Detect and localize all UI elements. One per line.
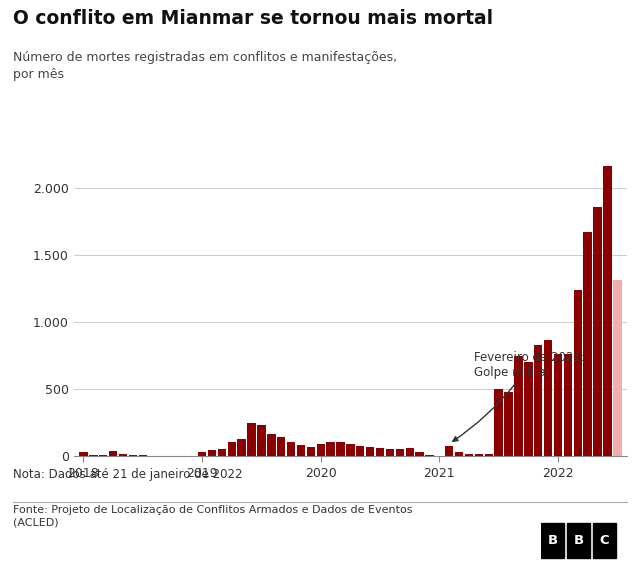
Bar bbox=[228, 442, 236, 456]
Bar bbox=[376, 448, 384, 456]
Text: B: B bbox=[547, 534, 557, 547]
Bar bbox=[573, 290, 582, 456]
Bar bbox=[237, 439, 246, 456]
Bar bbox=[524, 362, 532, 456]
Bar bbox=[247, 423, 256, 456]
Bar bbox=[277, 437, 285, 456]
Bar bbox=[564, 354, 572, 456]
Bar bbox=[554, 354, 562, 456]
Bar bbox=[484, 454, 493, 456]
Text: B: B bbox=[573, 534, 584, 547]
Bar bbox=[79, 452, 88, 456]
Bar bbox=[534, 345, 543, 456]
Bar bbox=[396, 449, 404, 456]
Bar bbox=[415, 452, 424, 456]
Bar bbox=[267, 434, 275, 456]
Bar bbox=[109, 451, 117, 456]
Bar bbox=[475, 454, 483, 456]
Bar bbox=[604, 166, 612, 456]
Bar bbox=[326, 442, 335, 456]
Bar bbox=[297, 445, 305, 456]
Bar bbox=[455, 452, 463, 456]
Bar bbox=[139, 455, 147, 456]
Bar bbox=[129, 455, 137, 456]
Text: Fonte: Projeto de Localização de Conflitos Armados e Dados de Eventos
(ACLED): Fonte: Projeto de Localização de Conflit… bbox=[13, 505, 412, 528]
Bar bbox=[336, 442, 345, 456]
Bar bbox=[198, 452, 206, 456]
Bar bbox=[504, 392, 513, 456]
Bar bbox=[426, 455, 434, 456]
Bar bbox=[307, 447, 315, 456]
FancyBboxPatch shape bbox=[541, 523, 564, 558]
Bar bbox=[613, 281, 621, 456]
Bar bbox=[495, 390, 503, 456]
FancyBboxPatch shape bbox=[593, 523, 616, 558]
Bar bbox=[257, 425, 266, 456]
Bar bbox=[584, 232, 592, 456]
Text: Fevereiro de 2021:
Golpe militar: Fevereiro de 2021: Golpe militar bbox=[453, 350, 585, 441]
Text: C: C bbox=[600, 534, 609, 547]
Bar bbox=[366, 447, 374, 456]
Bar bbox=[287, 442, 295, 456]
Bar bbox=[89, 455, 97, 456]
Text: Número de mortes registradas em conflitos e manifestações,
por mês: Número de mortes registradas em conflito… bbox=[13, 51, 397, 81]
Bar bbox=[544, 340, 552, 456]
Bar bbox=[99, 455, 108, 456]
Bar bbox=[593, 206, 602, 456]
Bar bbox=[119, 454, 127, 456]
Bar bbox=[208, 450, 216, 456]
Text: Nota: Dados até 21 de janeiro de 2022: Nota: Dados até 21 de janeiro de 2022 bbox=[13, 468, 243, 481]
Bar bbox=[356, 446, 365, 456]
Bar bbox=[445, 446, 454, 456]
Bar bbox=[218, 449, 226, 456]
FancyBboxPatch shape bbox=[567, 523, 590, 558]
Bar bbox=[515, 356, 523, 456]
Text: O conflito em Mianmar se tornou mais mortal: O conflito em Mianmar se tornou mais mor… bbox=[13, 9, 493, 28]
Bar bbox=[465, 454, 473, 456]
Bar bbox=[386, 449, 394, 456]
Bar bbox=[317, 443, 325, 456]
Bar bbox=[406, 448, 414, 456]
Bar bbox=[346, 445, 355, 456]
